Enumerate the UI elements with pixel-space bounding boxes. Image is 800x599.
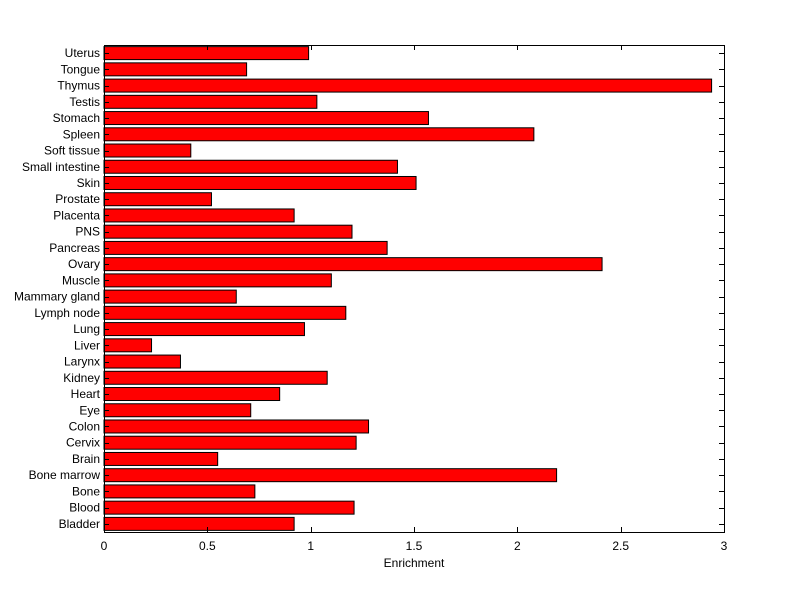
y-tick-label: Soft tissue [44, 144, 100, 158]
y-tick-label: Bone [72, 484, 100, 498]
y-tick-label: Liver [74, 338, 100, 352]
y-tick-label: Lymph node [34, 306, 100, 320]
bar-colon [103, 419, 370, 434]
y-tick-label: Small intestine [22, 160, 100, 174]
y-tick-label: Heart [71, 387, 101, 401]
x-tick-label: 0.5 [199, 539, 216, 553]
bar-spleen [103, 127, 535, 142]
bar-skin [103, 175, 417, 190]
bar-kidney [103, 370, 328, 385]
bar-brain [103, 451, 219, 466]
bar-heart [103, 387, 281, 402]
bar-stomach [103, 111, 429, 126]
bar-placenta [103, 208, 295, 223]
bar-cervix [103, 435, 357, 450]
bar-larynx [103, 354, 181, 369]
bar-pancreas [103, 240, 388, 255]
y-tick-label: Skin [77, 176, 100, 190]
y-tick-label: Spleen [63, 127, 100, 141]
bar-bladder [103, 516, 295, 531]
bar-tongue [103, 62, 248, 77]
y-tick-label: PNS [75, 225, 100, 239]
y-tick-label: Prostate [55, 192, 100, 206]
x-tick-label: 1.5 [406, 539, 423, 553]
y-tick-label: Bone marrow [29, 468, 101, 482]
bar-thymus [103, 78, 713, 93]
y-tick-label: Mammary gland [14, 290, 100, 304]
y-tick-label: Eye [79, 403, 100, 417]
bar-liver [103, 338, 153, 353]
bar-muscle [103, 273, 332, 288]
x-tick-label: 1 [307, 539, 314, 553]
bar-eye [103, 403, 252, 418]
bar-bone [103, 484, 256, 499]
y-tick-label: Placenta [53, 208, 100, 222]
bars-group [103, 46, 713, 531]
y-tick-label: Bladder [59, 517, 100, 531]
bar-testis [103, 94, 318, 109]
y-tick-label: Uterus [65, 46, 100, 60]
y-tick-label: Ovary [68, 257, 100, 271]
bar-uterus [103, 46, 310, 61]
y-tick-label: Cervix [66, 436, 100, 450]
bar-pns [103, 224, 353, 239]
bar-lung [103, 322, 305, 337]
y-tick-label: Blood [69, 501, 100, 515]
y-tick-label: Brain [72, 452, 100, 466]
y-tick-label: Lung [73, 322, 100, 336]
y-tick-label: Testis [69, 95, 100, 109]
bar-blood [103, 500, 355, 515]
bar-small-intestine [103, 159, 398, 174]
x-axis-label: Enrichment [384, 556, 445, 570]
y-tick-label: Kidney [63, 371, 100, 385]
y-tick-label: Tongue [61, 62, 101, 76]
bar-ovary [103, 257, 603, 272]
x-tick-label: 2 [514, 539, 521, 553]
bar-soft-tissue [103, 143, 192, 158]
bar-bone-marrow [103, 468, 558, 483]
y-tick-label: Muscle [62, 273, 100, 287]
y-tick-label: Stomach [53, 111, 100, 125]
plot-area-frame [104, 45, 725, 533]
y-tick-label: Pancreas [49, 241, 100, 255]
y-tick-label: Larynx [64, 355, 100, 369]
bar-mammary-gland [103, 289, 237, 304]
x-tick-label: 2.5 [612, 539, 629, 553]
x-tick-label: 0 [101, 539, 108, 553]
y-tick-label: Colon [69, 419, 100, 433]
bar-lymph-node [103, 305, 347, 320]
bar-prostate [103, 192, 212, 207]
y-ticks-group: Uterus Tongue Thymus Testis Stomach Spleen Sof… [14, 46, 724, 531]
x-tick-label: 3 [721, 539, 728, 553]
y-tick-label: Thymus [57, 79, 100, 93]
